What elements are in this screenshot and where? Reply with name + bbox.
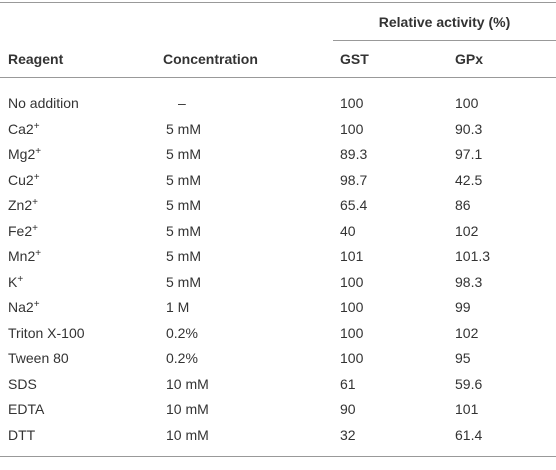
concentration-cell: 5 mM bbox=[166, 273, 201, 290]
column-header: Concentration bbox=[163, 51, 258, 67]
concentration-cell: 5 mM bbox=[166, 120, 201, 137]
reagent-cell: Zn2+ bbox=[8, 196, 38, 214]
value-cell: 90.3 bbox=[455, 120, 483, 137]
value-cell: 99 bbox=[455, 299, 471, 315]
reagent-name: Na2 bbox=[8, 299, 34, 315]
value-cell: 86 bbox=[455, 197, 471, 213]
concentration-cell: 5 mM bbox=[166, 171, 201, 188]
value-cell: 100 bbox=[340, 324, 364, 341]
concentration-cell: 5 mM bbox=[166, 146, 201, 162]
reagent-name: Cu2 bbox=[8, 171, 34, 188]
reagent-name: No addition bbox=[8, 95, 79, 111]
value-cell: 102 bbox=[455, 324, 479, 341]
top-rule bbox=[0, 2, 556, 3]
column-header: GST bbox=[340, 51, 369, 67]
group-rule bbox=[333, 40, 556, 41]
concentration-cell: 0.2% bbox=[166, 324, 198, 341]
reagent-name: K bbox=[8, 273, 18, 290]
reagent-name: Tween 80 bbox=[8, 350, 69, 366]
reagent-name: EDTA bbox=[8, 401, 45, 417]
concentration-cell: – bbox=[178, 95, 186, 111]
value-cell: 98.7 bbox=[340, 171, 368, 188]
charge: + bbox=[35, 146, 42, 157]
charge: + bbox=[32, 222, 38, 234]
reagent-name: Triton X-100 bbox=[8, 324, 85, 341]
value-cell: 101.3 bbox=[455, 248, 491, 264]
value-cell: 100 bbox=[340, 120, 364, 137]
value-cell: 101 bbox=[340, 248, 364, 264]
bottom-rule bbox=[0, 456, 556, 457]
value-cell: 89.3 bbox=[340, 146, 368, 162]
value-cell: 100 bbox=[455, 95, 479, 111]
reagent-cell: Tween 80 bbox=[8, 349, 69, 367]
concentration-cell: 5 mM bbox=[166, 197, 201, 213]
reagent-cell: Na2+ bbox=[8, 298, 40, 316]
charge: + bbox=[33, 171, 40, 183]
header-rule bbox=[0, 77, 556, 78]
value-cell: 32 bbox=[340, 426, 356, 443]
value-cell: 98.3 bbox=[455, 273, 483, 290]
reagent-cell: EDTA bbox=[8, 400, 44, 418]
reagent-cell: Fe2+ bbox=[8, 222, 38, 240]
reagent-name: Mg2 bbox=[8, 146, 36, 162]
reagent-cell: SDS bbox=[8, 375, 37, 393]
charge: + bbox=[33, 299, 40, 310]
reagent-cell: K+ bbox=[8, 273, 23, 291]
reagent-name: Ca2 bbox=[8, 120, 34, 137]
value-cell: 97.1 bbox=[455, 146, 483, 162]
value-cell: 102 bbox=[455, 222, 479, 239]
value-cell: 42.5 bbox=[455, 171, 483, 188]
concentration-cell: 1 M bbox=[166, 299, 190, 315]
reagent-name: DTT bbox=[8, 426, 36, 443]
value-cell: 90 bbox=[340, 401, 356, 417]
reagent-name: Fe2 bbox=[8, 222, 33, 239]
reagent-name: Zn2 bbox=[8, 197, 33, 213]
value-cell: 40 bbox=[340, 222, 356, 239]
value-cell: 65.4 bbox=[340, 197, 368, 213]
value-cell: 100 bbox=[340, 273, 364, 290]
reagent-cell: DTT bbox=[8, 426, 35, 444]
reagent-cell: No addition bbox=[8, 94, 79, 112]
reagent-cell: Triton X-100 bbox=[8, 324, 85, 342]
column-header: Reagent bbox=[8, 51, 64, 67]
reagent-cell: Mg2+ bbox=[8, 145, 41, 163]
value-cell: 59.6 bbox=[455, 375, 483, 392]
value-cell: 100 bbox=[340, 299, 364, 315]
value-cell: 95 bbox=[455, 350, 471, 366]
reagent-name: SDS bbox=[8, 375, 37, 392]
reagent-name: Mn2 bbox=[8, 248, 36, 264]
value-cell: 61 bbox=[340, 375, 356, 392]
charge: + bbox=[17, 273, 24, 285]
value-cell: 61.4 bbox=[455, 426, 483, 443]
concentration-cell: 5 mM bbox=[166, 248, 201, 264]
group-header: Relative activity (%) bbox=[378, 14, 511, 30]
concentration-cell: 10 mM bbox=[166, 426, 209, 443]
value-cell: 100 bbox=[340, 95, 364, 111]
charge: + bbox=[35, 248, 42, 259]
reagent-cell: Cu2+ bbox=[8, 171, 40, 189]
value-cell: 100 bbox=[340, 350, 364, 366]
concentration-cell: 5 mM bbox=[166, 222, 201, 239]
charge: + bbox=[32, 197, 38, 208]
column-header: GPx bbox=[455, 51, 484, 67]
value-cell: 101 bbox=[455, 401, 479, 417]
reagent-cell: Mn2+ bbox=[8, 247, 41, 265]
reagent-cell: Ca2+ bbox=[8, 120, 40, 138]
concentration-cell: 10 mM bbox=[166, 401, 209, 417]
concentration-cell: 10 mM bbox=[166, 375, 209, 392]
charge: + bbox=[33, 120, 40, 132]
concentration-cell: 0.2% bbox=[166, 350, 198, 366]
